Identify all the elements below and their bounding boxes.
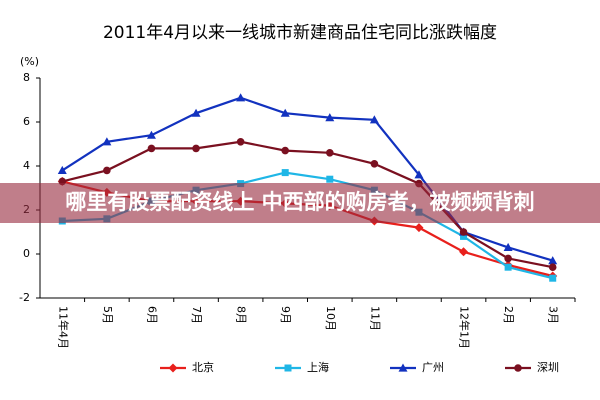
data-point: [503, 242, 513, 251]
data-point: [459, 247, 469, 257]
legend-marker: [514, 364, 522, 372]
y-tick-label: 6: [23, 115, 30, 128]
data-point: [369, 115, 379, 124]
data-point: [191, 108, 201, 117]
data-point: [504, 254, 512, 263]
y-tick-label: 8: [23, 71, 30, 84]
data-point: [459, 228, 468, 236]
data-point: [103, 166, 111, 175]
data-point: [281, 146, 290, 155]
data-point: [102, 137, 112, 146]
chart-title: 2011年4月以来一线城市新建商品住宅同比涨跌幅度: [103, 23, 497, 43]
legend-label: 北京: [192, 360, 214, 374]
x-tick-label: 11年4月: [56, 306, 70, 349]
legend-label: 深圳: [537, 361, 559, 374]
data-point: [280, 108, 290, 117]
data-point: [370, 160, 379, 168]
y-tick-label: 0: [23, 247, 30, 260]
data-point: [414, 223, 424, 233]
data-point: [57, 165, 67, 174]
legend-label: 上海: [307, 360, 329, 374]
x-tick-label: 6月: [145, 306, 158, 324]
data-point: [548, 263, 557, 272]
legend-label: 广州: [422, 361, 444, 374]
x-tick-label: 3月: [547, 306, 560, 324]
data-point: [281, 169, 289, 177]
legend-marker: [398, 363, 408, 372]
data-point: [147, 144, 156, 153]
x-tick-label: 11月: [368, 306, 381, 331]
x-tick-label: 9月: [279, 306, 292, 324]
x-tick-label: 7月: [190, 306, 203, 324]
y-tick-label: 4: [23, 159, 30, 172]
x-tick-label: 5月: [101, 306, 114, 324]
data-point: [460, 232, 468, 240]
legend-marker: [168, 363, 178, 373]
data-point: [548, 256, 558, 265]
overlay-text: 哪里有股票配资线上 中西部的购房者，被频频背刺: [65, 190, 534, 214]
data-point: [325, 149, 334, 157]
x-tick-label: 8月: [235, 306, 248, 324]
overlay-banner: [0, 183, 600, 223]
series-line: [62, 140, 553, 269]
data-point: [414, 170, 424, 179]
data-point: [146, 130, 156, 139]
x-tick-label: 10月: [324, 306, 337, 331]
y-axis-unit: (%): [20, 55, 39, 68]
data-point: [236, 93, 246, 102]
data-point: [549, 274, 557, 282]
data-point: [504, 263, 512, 271]
legend-marker: [284, 364, 292, 372]
data-point: [192, 144, 200, 153]
data-point: [326, 175, 334, 183]
x-tick-label: 2月: [502, 306, 515, 324]
y-tick-label: -2: [19, 291, 30, 304]
series-line: [61, 96, 554, 262]
data-point: [325, 113, 335, 122]
data-point: [236, 138, 245, 146]
x-tick-label: 12年1月: [458, 306, 472, 349]
